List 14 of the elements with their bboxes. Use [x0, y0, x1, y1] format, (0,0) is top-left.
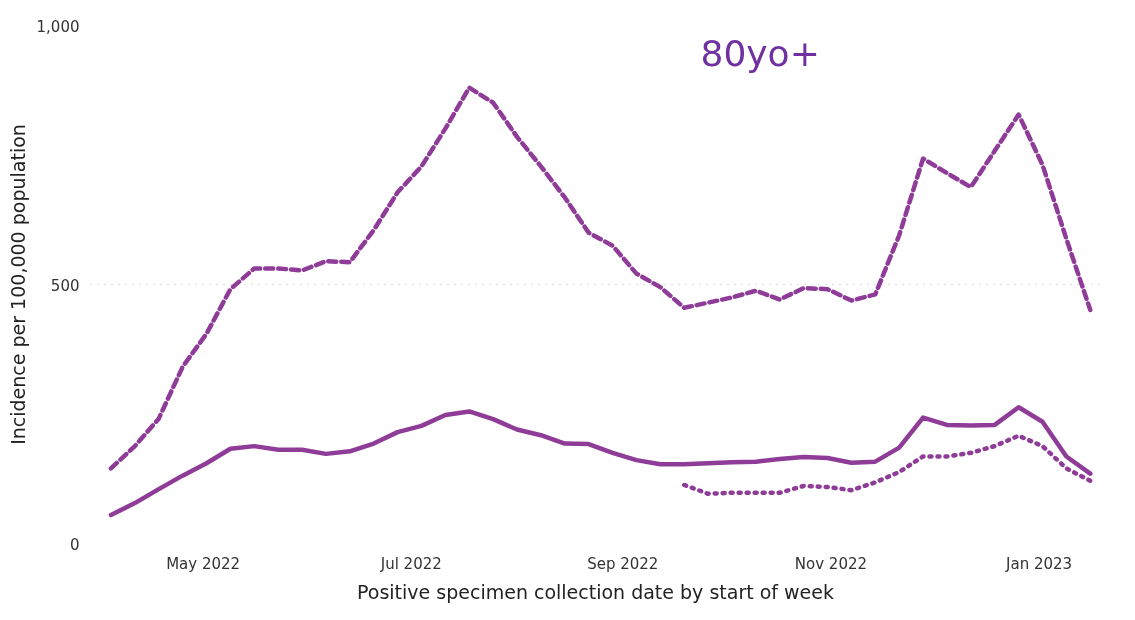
- y-axis-title: Incidence per 100,000 population: [6, 124, 29, 445]
- x-axis-title: Positive specimen collection date by start of week: [357, 580, 834, 603]
- annotation: 80yo+: [700, 32, 820, 74]
- x-tick-label: Jul 2022: [379, 554, 442, 573]
- line-series: [681, 433, 1093, 497]
- line-series: [108, 405, 1093, 518]
- line-series: [108, 85, 1093, 471]
- y-tick-label: 500: [50, 276, 80, 295]
- x-tick-label: Jan 2023: [1005, 554, 1073, 573]
- x-tick-label: Nov 2022: [794, 554, 868, 573]
- y-tick-label: 1,000: [36, 17, 80, 36]
- x-tick-label: May 2022: [166, 554, 241, 573]
- x-tick-label: Sep 2022: [587, 554, 659, 573]
- y-tick-label: 0: [69, 535, 80, 554]
